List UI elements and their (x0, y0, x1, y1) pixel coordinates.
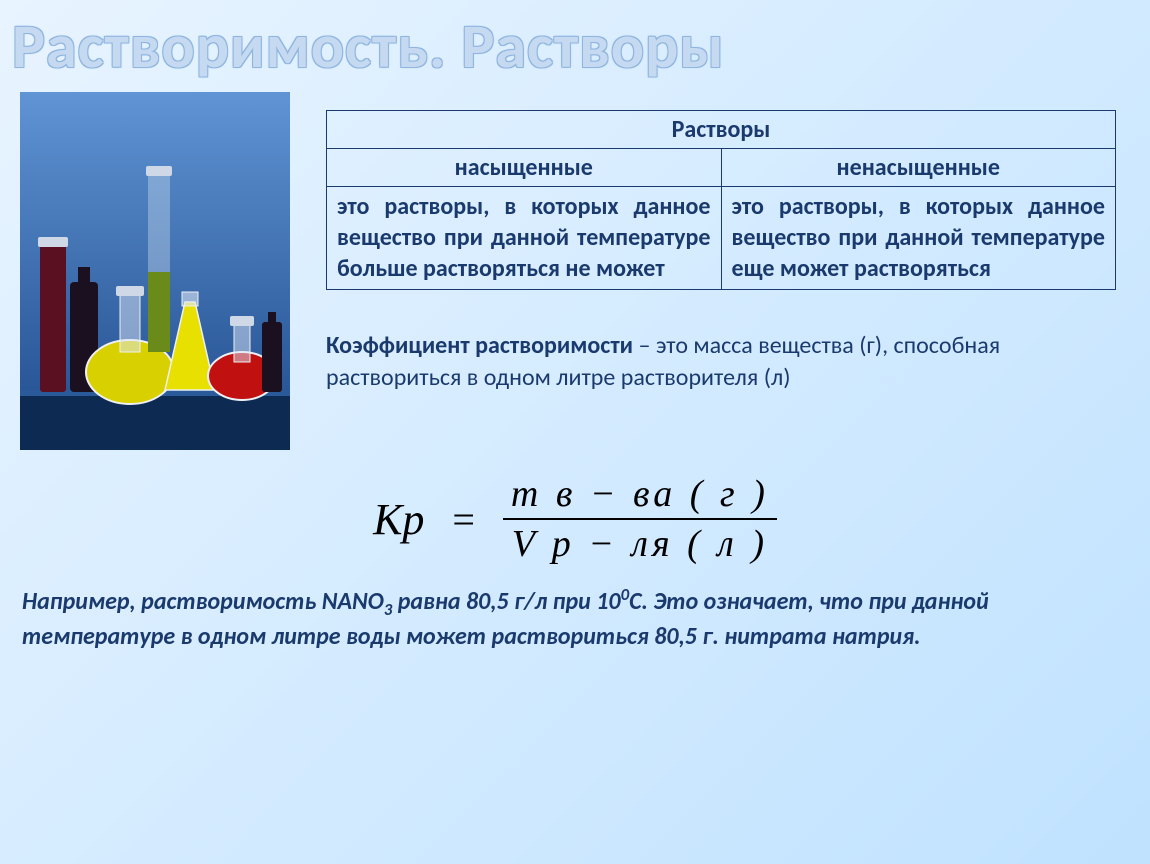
ex-prefix: Например, растворимость NANO (22, 587, 384, 616)
formula-denominator: V р − ля ( л ) (504, 520, 776, 566)
solutions-table: Растворы насыщенные ненасыщенные это рас… (326, 110, 1116, 290)
col2-title: ненасыщенные (721, 149, 1116, 187)
col1-title: насыщенные (327, 149, 722, 187)
col2-desc: это растворы, в которых данное вещество … (721, 187, 1116, 290)
col1-desc: это растворы, в которых данное вещество … (327, 187, 722, 290)
right-column: Растворы насыщенные ненасыщенные это рас… (290, 92, 1150, 394)
page-title: Растворимость. Растворы (0, 0, 1150, 84)
formula-numerator: m в − ва ( г ) (503, 472, 777, 518)
formula-lhs: Кр (373, 494, 424, 545)
flasks-image (20, 92, 290, 450)
coeff-term: Коэффициент растворимости (326, 331, 633, 360)
coefficient-definition: Коэффициент растворимости – это масса ве… (326, 330, 1116, 395)
formula-eq: = (452, 496, 475, 543)
ex-mid: равна 80,5 г/л при 10 (392, 587, 620, 616)
formula-fraction: m в − ва ( г ) V р − ля ( л ) (503, 472, 777, 566)
example-text: Например, растворимость NANO3 равна 80,5… (0, 580, 1150, 654)
content-row: Растворы насыщенные ненасыщенные это рас… (0, 84, 1150, 450)
formula: Кр = m в − ва ( г ) V р − ля ( л ) (0, 472, 1150, 566)
ex-sup: 0 (621, 584, 630, 605)
table-header: Растворы (327, 111, 1116, 149)
